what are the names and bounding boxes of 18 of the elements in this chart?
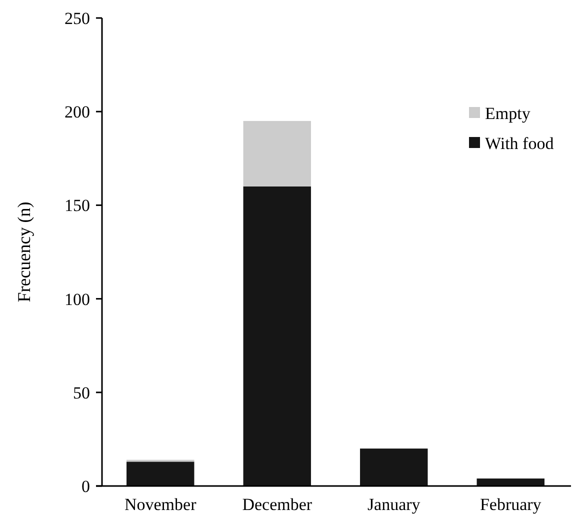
x-tick-label: December	[242, 495, 312, 514]
bar	[243, 186, 311, 486]
x-tick-label: February	[480, 495, 542, 514]
bar	[126, 462, 194, 486]
x-tick-label: November	[124, 495, 197, 514]
legend-label: With food	[485, 134, 554, 153]
y-tick-label: 150	[64, 196, 90, 216]
y-tick-label: 0	[82, 476, 90, 496]
y-tick-label: 100	[64, 290, 90, 309]
bar	[476, 478, 544, 486]
bar	[243, 120, 311, 186]
legend-label: Empty	[485, 104, 531, 123]
x-tick-label: January	[367, 495, 421, 514]
y-tick-label: 50	[73, 383, 90, 402]
y-tick-label: 250	[64, 8, 90, 28]
y-axis-title: Frecuency (n)	[14, 202, 34, 302]
bar	[360, 448, 428, 486]
y-tick-label: 200	[64, 102, 90, 122]
